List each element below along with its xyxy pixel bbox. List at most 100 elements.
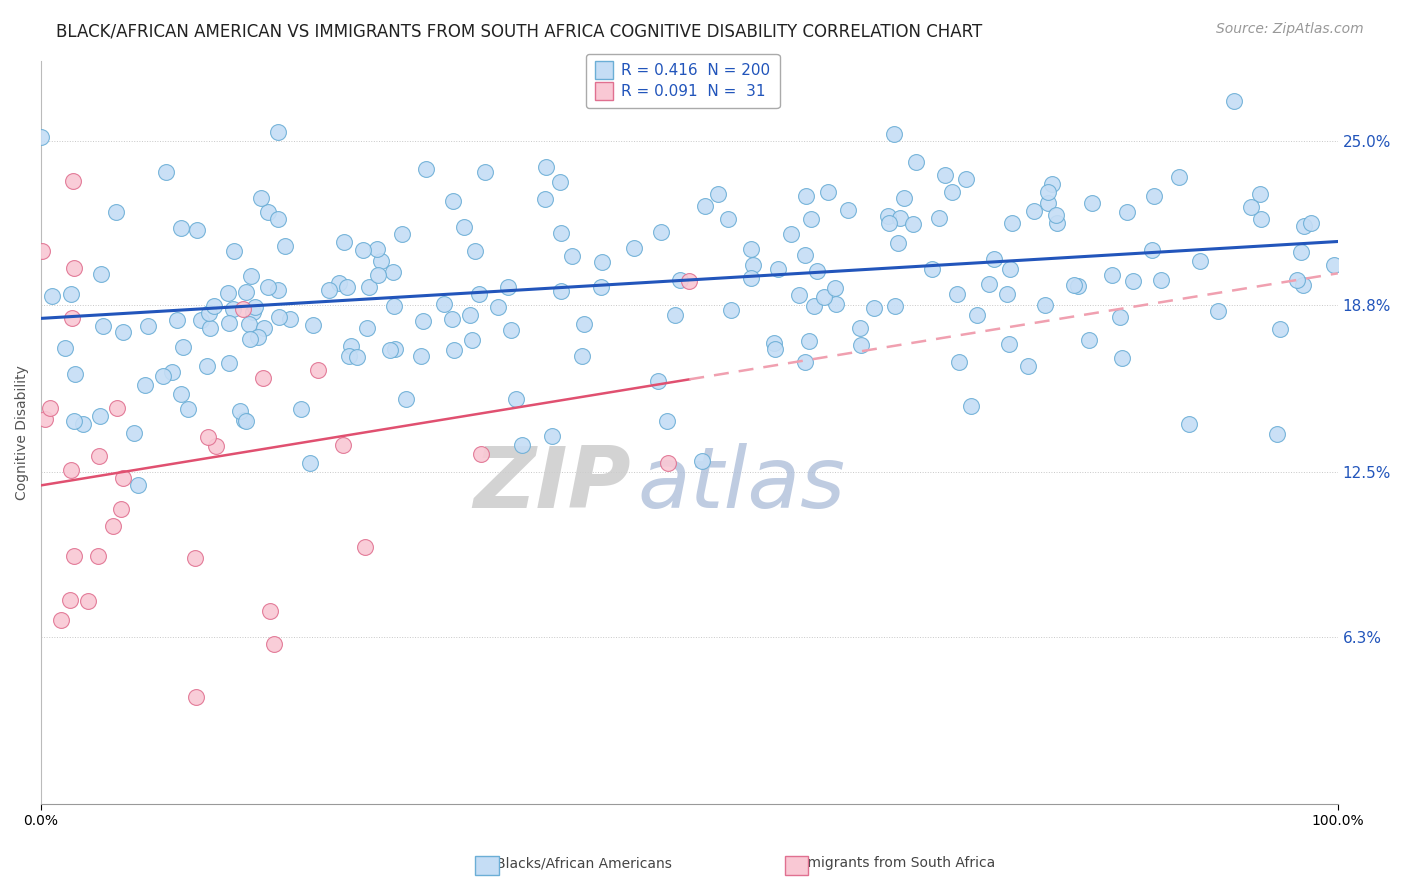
Point	[499, 323, 522, 337]
Point	[1066, 279, 1088, 293]
Point	[1250, 212, 1272, 227]
Point	[1036, 196, 1059, 211]
Point	[1111, 351, 1133, 366]
Point	[111, 471, 134, 485]
Point	[229, 403, 252, 417]
Point	[571, 350, 593, 364]
Point	[941, 185, 963, 199]
Point	[948, 355, 970, 369]
Point	[235, 414, 257, 428]
Point	[955, 172, 977, 186]
Point	[960, 400, 983, 414]
Point	[1189, 253, 1212, 268]
Point	[370, 253, 392, 268]
Point	[461, 333, 484, 347]
Point	[195, 359, 218, 373]
Point	[1036, 185, 1059, 199]
Point	[127, 478, 149, 492]
Point	[110, 502, 132, 516]
Point	[851, 338, 873, 352]
Point	[205, 438, 228, 452]
Point	[382, 299, 405, 313]
Point	[793, 355, 815, 369]
Point	[1323, 258, 1346, 272]
Point	[536, 161, 558, 175]
Point	[30, 130, 52, 145]
Point	[259, 604, 281, 618]
Point	[415, 162, 437, 177]
Point	[550, 227, 572, 241]
Point	[198, 306, 221, 320]
Point	[1239, 200, 1261, 214]
Point	[740, 243, 762, 257]
Point	[1291, 278, 1313, 293]
Point	[664, 308, 686, 322]
Point	[690, 454, 713, 468]
Point	[352, 243, 374, 257]
Point	[441, 312, 464, 326]
Point	[1143, 189, 1166, 203]
Point	[1299, 216, 1322, 230]
Point	[928, 211, 950, 225]
Point	[886, 235, 908, 250]
Point	[717, 212, 740, 227]
Point	[274, 239, 297, 253]
Point	[883, 299, 905, 313]
Point	[91, 318, 114, 333]
Point	[921, 261, 943, 276]
Point	[510, 438, 533, 452]
Point	[657, 456, 679, 470]
Point	[290, 402, 312, 417]
Text: Immigrants from South Africa: Immigrants from South Africa	[790, 856, 995, 871]
Point	[267, 310, 290, 324]
Point	[77, 594, 100, 608]
Point	[170, 387, 193, 401]
Point	[443, 194, 465, 209]
Point	[170, 221, 193, 235]
Point	[184, 550, 207, 565]
Point	[65, 367, 87, 381]
Point	[803, 299, 825, 313]
Point	[1149, 273, 1171, 287]
Point	[62, 414, 84, 428]
Point	[742, 258, 765, 272]
Point	[346, 350, 368, 364]
Point	[779, 227, 801, 241]
Point	[177, 401, 200, 416]
Text: atlas: atlas	[637, 442, 845, 526]
Point	[591, 255, 613, 269]
Point	[453, 220, 475, 235]
Point	[53, 341, 76, 355]
Point	[62, 260, 84, 275]
Point	[384, 342, 406, 356]
Point	[353, 540, 375, 554]
Point	[59, 287, 82, 301]
Point	[1286, 273, 1309, 287]
Point	[474, 165, 496, 179]
Point	[1223, 94, 1246, 108]
Point	[1024, 204, 1046, 219]
Point	[1294, 219, 1316, 233]
Point	[1040, 177, 1063, 191]
Point	[1081, 196, 1104, 211]
Point	[197, 430, 219, 444]
Point	[190, 313, 212, 327]
Point	[998, 337, 1021, 351]
Point	[395, 392, 418, 406]
Point	[239, 333, 262, 347]
Point	[105, 401, 128, 415]
Point	[762, 335, 785, 350]
Point	[1178, 417, 1201, 431]
Point	[550, 284, 572, 298]
Point	[889, 211, 911, 226]
Point	[257, 205, 280, 219]
Point	[256, 280, 278, 294]
Point	[366, 243, 388, 257]
Point	[31, 244, 53, 258]
Point	[1109, 310, 1132, 325]
Point	[533, 192, 555, 206]
Point	[464, 244, 486, 258]
Point	[496, 279, 519, 293]
Point	[89, 449, 111, 463]
Point	[824, 281, 846, 295]
